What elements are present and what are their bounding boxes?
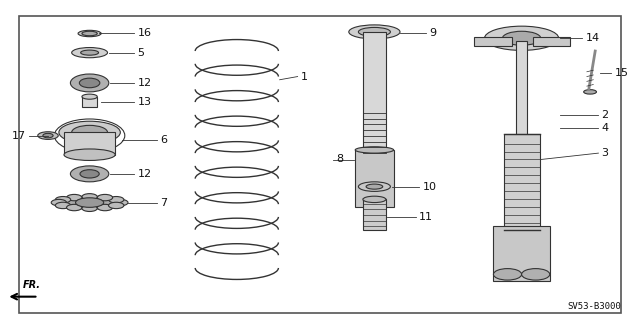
Ellipse shape (81, 50, 99, 55)
Ellipse shape (64, 149, 115, 160)
Ellipse shape (67, 204, 82, 211)
Text: 10: 10 (422, 182, 436, 192)
Ellipse shape (55, 197, 70, 203)
Ellipse shape (55, 202, 70, 209)
Ellipse shape (72, 48, 108, 58)
Ellipse shape (358, 27, 390, 36)
Text: 16: 16 (138, 28, 152, 39)
Text: 14: 14 (586, 33, 600, 43)
Ellipse shape (72, 125, 108, 139)
Text: 12: 12 (138, 169, 152, 179)
Ellipse shape (70, 74, 109, 92)
Text: 5: 5 (138, 48, 145, 58)
Bar (516, 41, 527, 144)
Ellipse shape (51, 199, 67, 206)
Ellipse shape (43, 133, 53, 138)
Bar (363, 199, 386, 230)
Ellipse shape (522, 269, 550, 280)
Ellipse shape (54, 196, 125, 209)
Ellipse shape (82, 194, 97, 200)
Ellipse shape (97, 194, 113, 201)
Ellipse shape (67, 194, 82, 201)
Text: 3: 3 (602, 148, 609, 158)
Ellipse shape (78, 30, 101, 37)
Ellipse shape (113, 199, 128, 206)
Ellipse shape (109, 202, 124, 209)
Ellipse shape (349, 25, 400, 39)
Ellipse shape (109, 197, 124, 203)
Text: 9: 9 (429, 28, 436, 39)
Ellipse shape (82, 94, 97, 99)
Bar (363, 32, 386, 153)
Ellipse shape (97, 204, 113, 211)
Text: 2: 2 (602, 110, 609, 120)
Ellipse shape (80, 170, 99, 178)
Ellipse shape (82, 205, 97, 211)
Ellipse shape (363, 196, 386, 203)
Bar (533, 37, 570, 46)
Ellipse shape (493, 269, 522, 280)
Text: 15: 15 (614, 68, 628, 78)
Ellipse shape (70, 166, 109, 182)
Text: 1: 1 (301, 71, 308, 82)
Ellipse shape (82, 31, 97, 36)
Ellipse shape (38, 132, 58, 139)
Bar (474, 37, 512, 46)
Text: 8: 8 (336, 154, 343, 165)
Text: 17: 17 (12, 130, 26, 141)
Text: 12: 12 (138, 78, 152, 88)
Text: 7: 7 (160, 197, 167, 208)
Ellipse shape (502, 31, 541, 45)
Ellipse shape (76, 198, 104, 207)
Text: 11: 11 (419, 212, 433, 222)
Ellipse shape (64, 198, 115, 207)
Ellipse shape (355, 147, 394, 153)
Ellipse shape (59, 121, 120, 144)
Text: 13: 13 (138, 97, 152, 107)
Text: 6: 6 (160, 135, 167, 145)
Ellipse shape (358, 182, 390, 191)
Ellipse shape (366, 184, 383, 189)
Text: FR.: FR. (23, 280, 41, 290)
Text: 4: 4 (602, 122, 609, 133)
Bar (64, 132, 115, 155)
Bar (493, 226, 550, 281)
Ellipse shape (484, 26, 559, 50)
Bar (355, 150, 394, 207)
Bar (82, 97, 97, 107)
Text: SV53-B3000: SV53-B3000 (567, 302, 621, 311)
Bar (504, 134, 540, 230)
Ellipse shape (79, 78, 100, 88)
Ellipse shape (584, 90, 596, 94)
